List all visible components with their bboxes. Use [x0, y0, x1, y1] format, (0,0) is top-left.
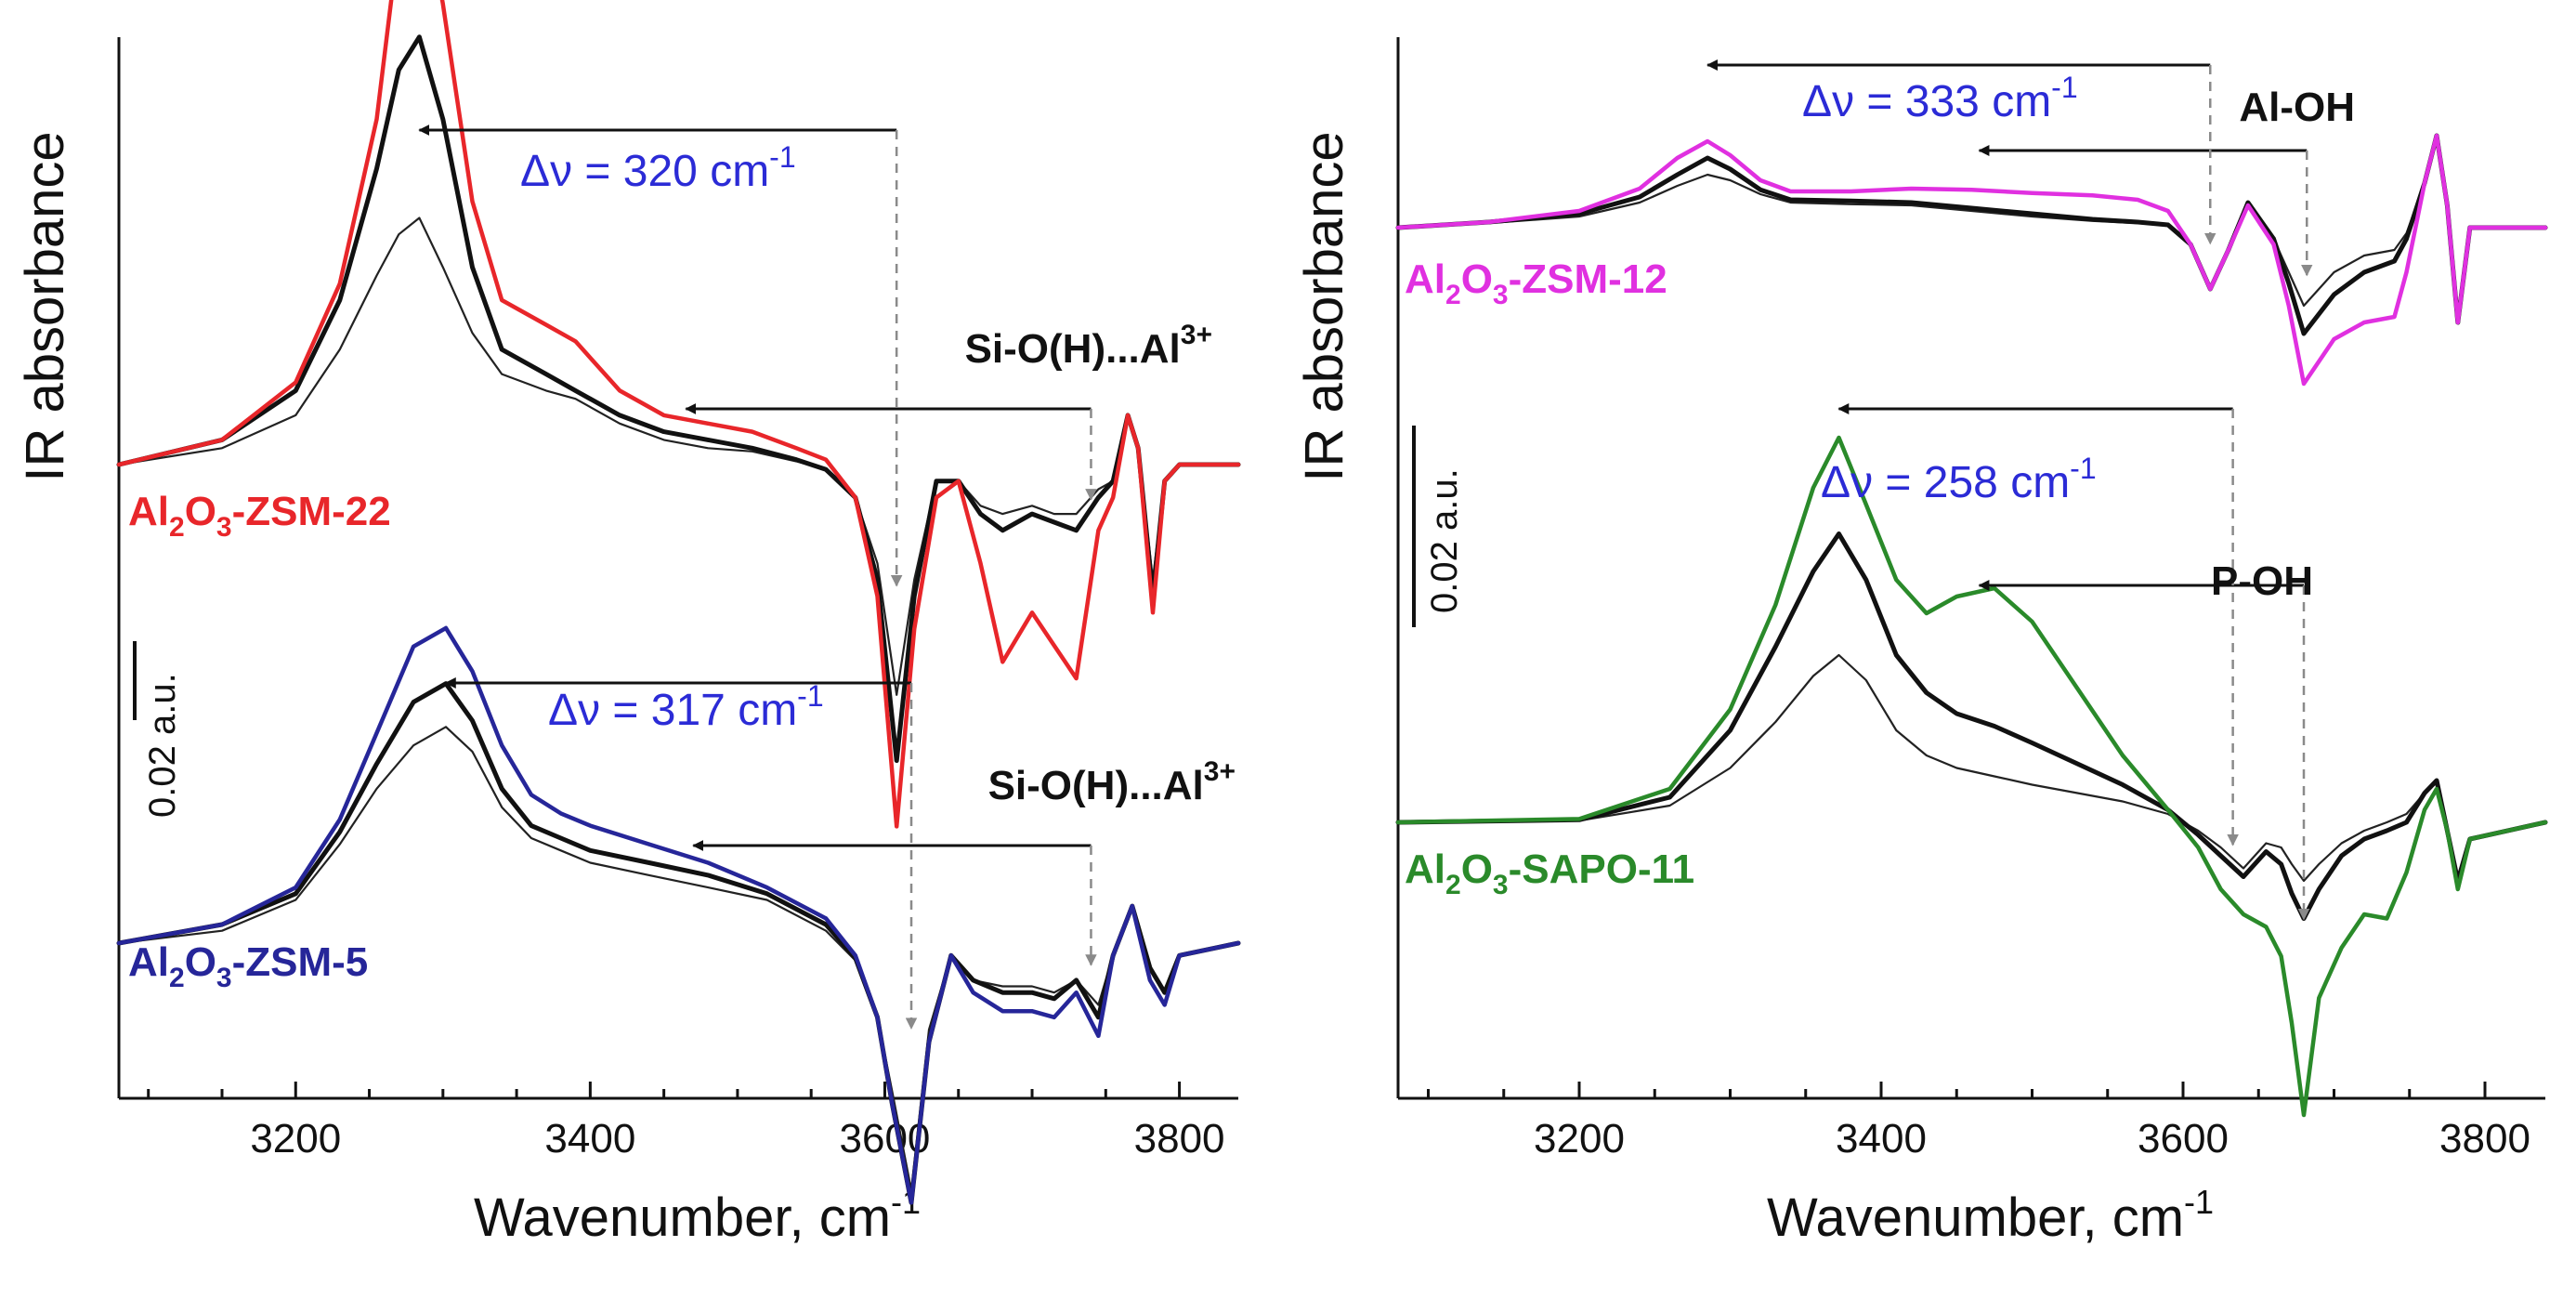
sample-label: Al2O3-ZSM-22	[128, 489, 391, 543]
x-tick-label: 3800	[1134, 1116, 1225, 1161]
series-line	[116, 625, 1241, 1205]
series-line	[1395, 133, 2548, 336]
delta-nu-label: Δν = 333 cm-1	[1802, 71, 2078, 126]
x-axis-title: Wavenumber, cm-1	[474, 1183, 921, 1248]
delta-nu-label: Δν = 320 cm-1	[520, 140, 796, 196]
spectrum-group: Δν = 320 cm-1 Si-O(H)...Al3+ Al2O3-ZSM-22	[116, 0, 1241, 829]
right-panel: 3200 3400 3600 3800 Wavenumber, cm-1 IR absor…	[1294, 37, 2548, 1248]
x-tick-label: 3400	[1836, 1116, 1927, 1161]
spectrum-group: Δν = 258 cm-1 P-OH Al2O3-SAPO-11	[1395, 403, 2548, 1118]
delta-nu-label: Δν = 258 cm-1	[1821, 452, 2097, 507]
band-label: Si-O(H)...Al3+	[988, 756, 1236, 808]
sample-label: Al2O3-SAPO-11	[1405, 846, 1694, 900]
x-tick-label: 3400	[544, 1116, 635, 1161]
x-tick-label: 3200	[250, 1116, 341, 1161]
scale-bar-label: 0.02 a.u.	[142, 673, 183, 818]
series-line	[116, 0, 1241, 829]
sample-label: Al2O3-ZSM-5	[128, 939, 368, 993]
series-line	[1395, 435, 2548, 1118]
series-line	[117, 216, 1240, 696]
y-axis-title: IR absorbance	[15, 131, 75, 481]
x-tick-label: 3800	[2439, 1116, 2530, 1161]
spectrum-group: Δν = 333 cm-1 Al-OH Al2O3-ZSM-12	[1395, 59, 2548, 387]
spectrum-group: Δν = 317 cm-1 Si-O(H)...Al3+ Al2O3-ZSM-5	[116, 625, 1241, 1205]
x-axis-title: Wavenumber, cm-1	[1767, 1183, 2214, 1248]
band-label: Si-O(H)...Al3+	[965, 320, 1212, 372]
sample-label: Al2O3-ZSM-12	[1405, 256, 1667, 310]
band-label: Al-OH	[2239, 85, 2355, 130]
series-line	[1395, 531, 2548, 921]
series-line	[1395, 133, 2548, 387]
scale-bar-label: 0.02 a.u.	[1424, 468, 1465, 613]
band-label: P-OH	[2211, 558, 2313, 604]
delta-nu-label: Δν = 317 cm-1	[548, 679, 824, 735]
y-axis-title: IR absorbance	[1294, 131, 1354, 481]
x-tick-label: 3600	[2138, 1116, 2229, 1161]
series-line	[116, 34, 1241, 764]
x-tick-label: 3200	[1534, 1116, 1625, 1161]
